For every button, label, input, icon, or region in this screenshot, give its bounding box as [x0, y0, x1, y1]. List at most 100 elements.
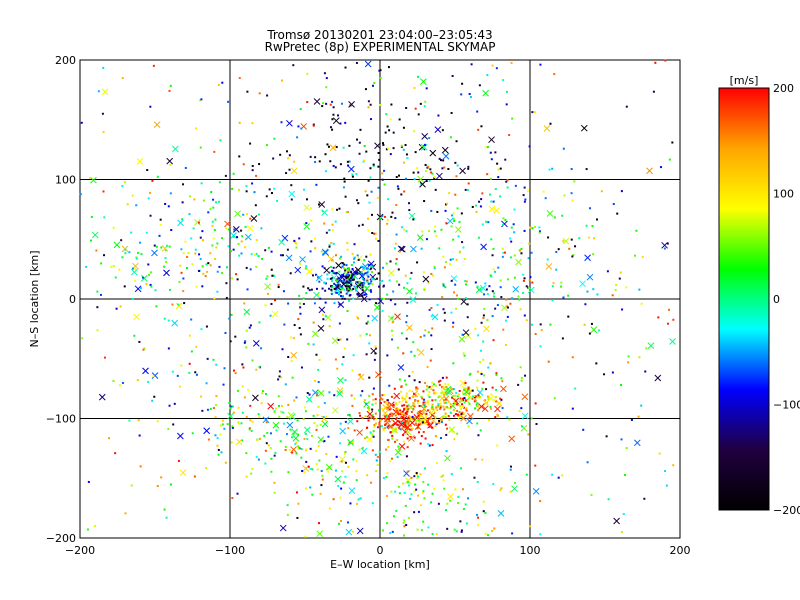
data-point — [433, 392, 436, 395]
data-point-cross — [244, 233, 252, 241]
data-point — [312, 343, 315, 346]
data-point — [383, 169, 386, 172]
data-point — [394, 407, 397, 410]
data-point — [376, 426, 379, 429]
data-point — [115, 307, 118, 310]
data-point — [389, 532, 392, 535]
data-point — [513, 208, 516, 211]
data-point — [454, 398, 457, 401]
data-point — [480, 198, 483, 201]
data-point — [392, 147, 395, 150]
data-point — [638, 288, 641, 291]
data-point — [238, 188, 241, 191]
data-point — [96, 290, 99, 293]
data-points — [79, 59, 676, 538]
data-point — [154, 289, 157, 292]
data-point-cross — [336, 387, 344, 395]
data-point — [395, 233, 398, 236]
data-point — [330, 285, 333, 288]
x-tick-label: 0 — [377, 544, 384, 557]
data-point — [215, 246, 218, 249]
data-point — [135, 256, 138, 259]
data-point — [462, 411, 465, 414]
data-point — [553, 73, 556, 76]
data-point — [431, 399, 434, 402]
data-point — [258, 437, 261, 440]
data-point — [369, 431, 372, 434]
data-point — [350, 394, 353, 397]
data-point — [139, 241, 142, 244]
data-point — [257, 213, 260, 216]
data-point — [180, 271, 183, 274]
data-point-cross — [488, 205, 496, 213]
data-point — [428, 385, 431, 388]
data-point — [484, 532, 487, 535]
data-point — [299, 312, 302, 315]
data-point — [492, 483, 495, 486]
data-point-cross — [330, 274, 338, 282]
data-point — [112, 264, 115, 267]
data-point — [326, 277, 329, 280]
data-point — [339, 496, 342, 499]
data-point — [422, 390, 425, 393]
data-point — [424, 402, 427, 405]
data-point — [360, 282, 363, 285]
data-point — [322, 416, 325, 419]
data-point — [372, 387, 375, 390]
data-point — [476, 409, 479, 412]
data-point — [287, 157, 290, 160]
data-point — [180, 248, 183, 251]
data-point — [476, 513, 479, 516]
data-point — [456, 395, 459, 398]
data-point — [431, 172, 434, 175]
data-point — [279, 440, 282, 443]
data-point — [476, 285, 479, 288]
data-point — [375, 302, 378, 305]
data-point — [451, 325, 454, 328]
data-point — [423, 497, 426, 500]
data-point — [376, 196, 379, 199]
data-point — [186, 255, 189, 258]
x-tick-label: 100 — [520, 544, 541, 557]
data-point — [430, 388, 433, 391]
data-point — [103, 356, 106, 359]
data-point — [343, 297, 346, 300]
data-point — [249, 217, 252, 220]
data-point — [444, 423, 447, 426]
data-point-cross — [422, 275, 430, 283]
data-point — [621, 308, 624, 311]
data-point — [377, 239, 380, 242]
data-point — [403, 190, 406, 193]
data-point-cross — [661, 241, 668, 249]
data-point — [332, 498, 335, 501]
data-point — [539, 323, 542, 326]
data-point — [273, 411, 276, 414]
data-point-cross — [194, 219, 201, 226]
data-point — [506, 315, 509, 318]
data-point — [668, 308, 671, 311]
data-point — [495, 373, 498, 376]
data-point — [133, 334, 136, 337]
data-point — [505, 90, 508, 93]
data-point — [455, 294, 458, 297]
data-point — [351, 275, 354, 278]
data-point — [311, 468, 314, 471]
data-point — [156, 484, 159, 487]
data-point — [309, 207, 312, 210]
data-point — [358, 141, 361, 144]
data-point-cross — [234, 210, 241, 218]
data-point — [286, 513, 289, 516]
data-point — [367, 282, 370, 285]
data-point — [188, 371, 191, 374]
data-point — [445, 450, 448, 453]
data-point — [353, 257, 356, 260]
data-point — [342, 267, 345, 270]
data-point — [352, 273, 355, 276]
data-point — [557, 248, 560, 251]
data-point — [153, 395, 156, 398]
data-point — [402, 521, 405, 524]
data-point — [431, 327, 434, 330]
data-point — [445, 376, 448, 379]
data-point-cross — [466, 417, 473, 425]
